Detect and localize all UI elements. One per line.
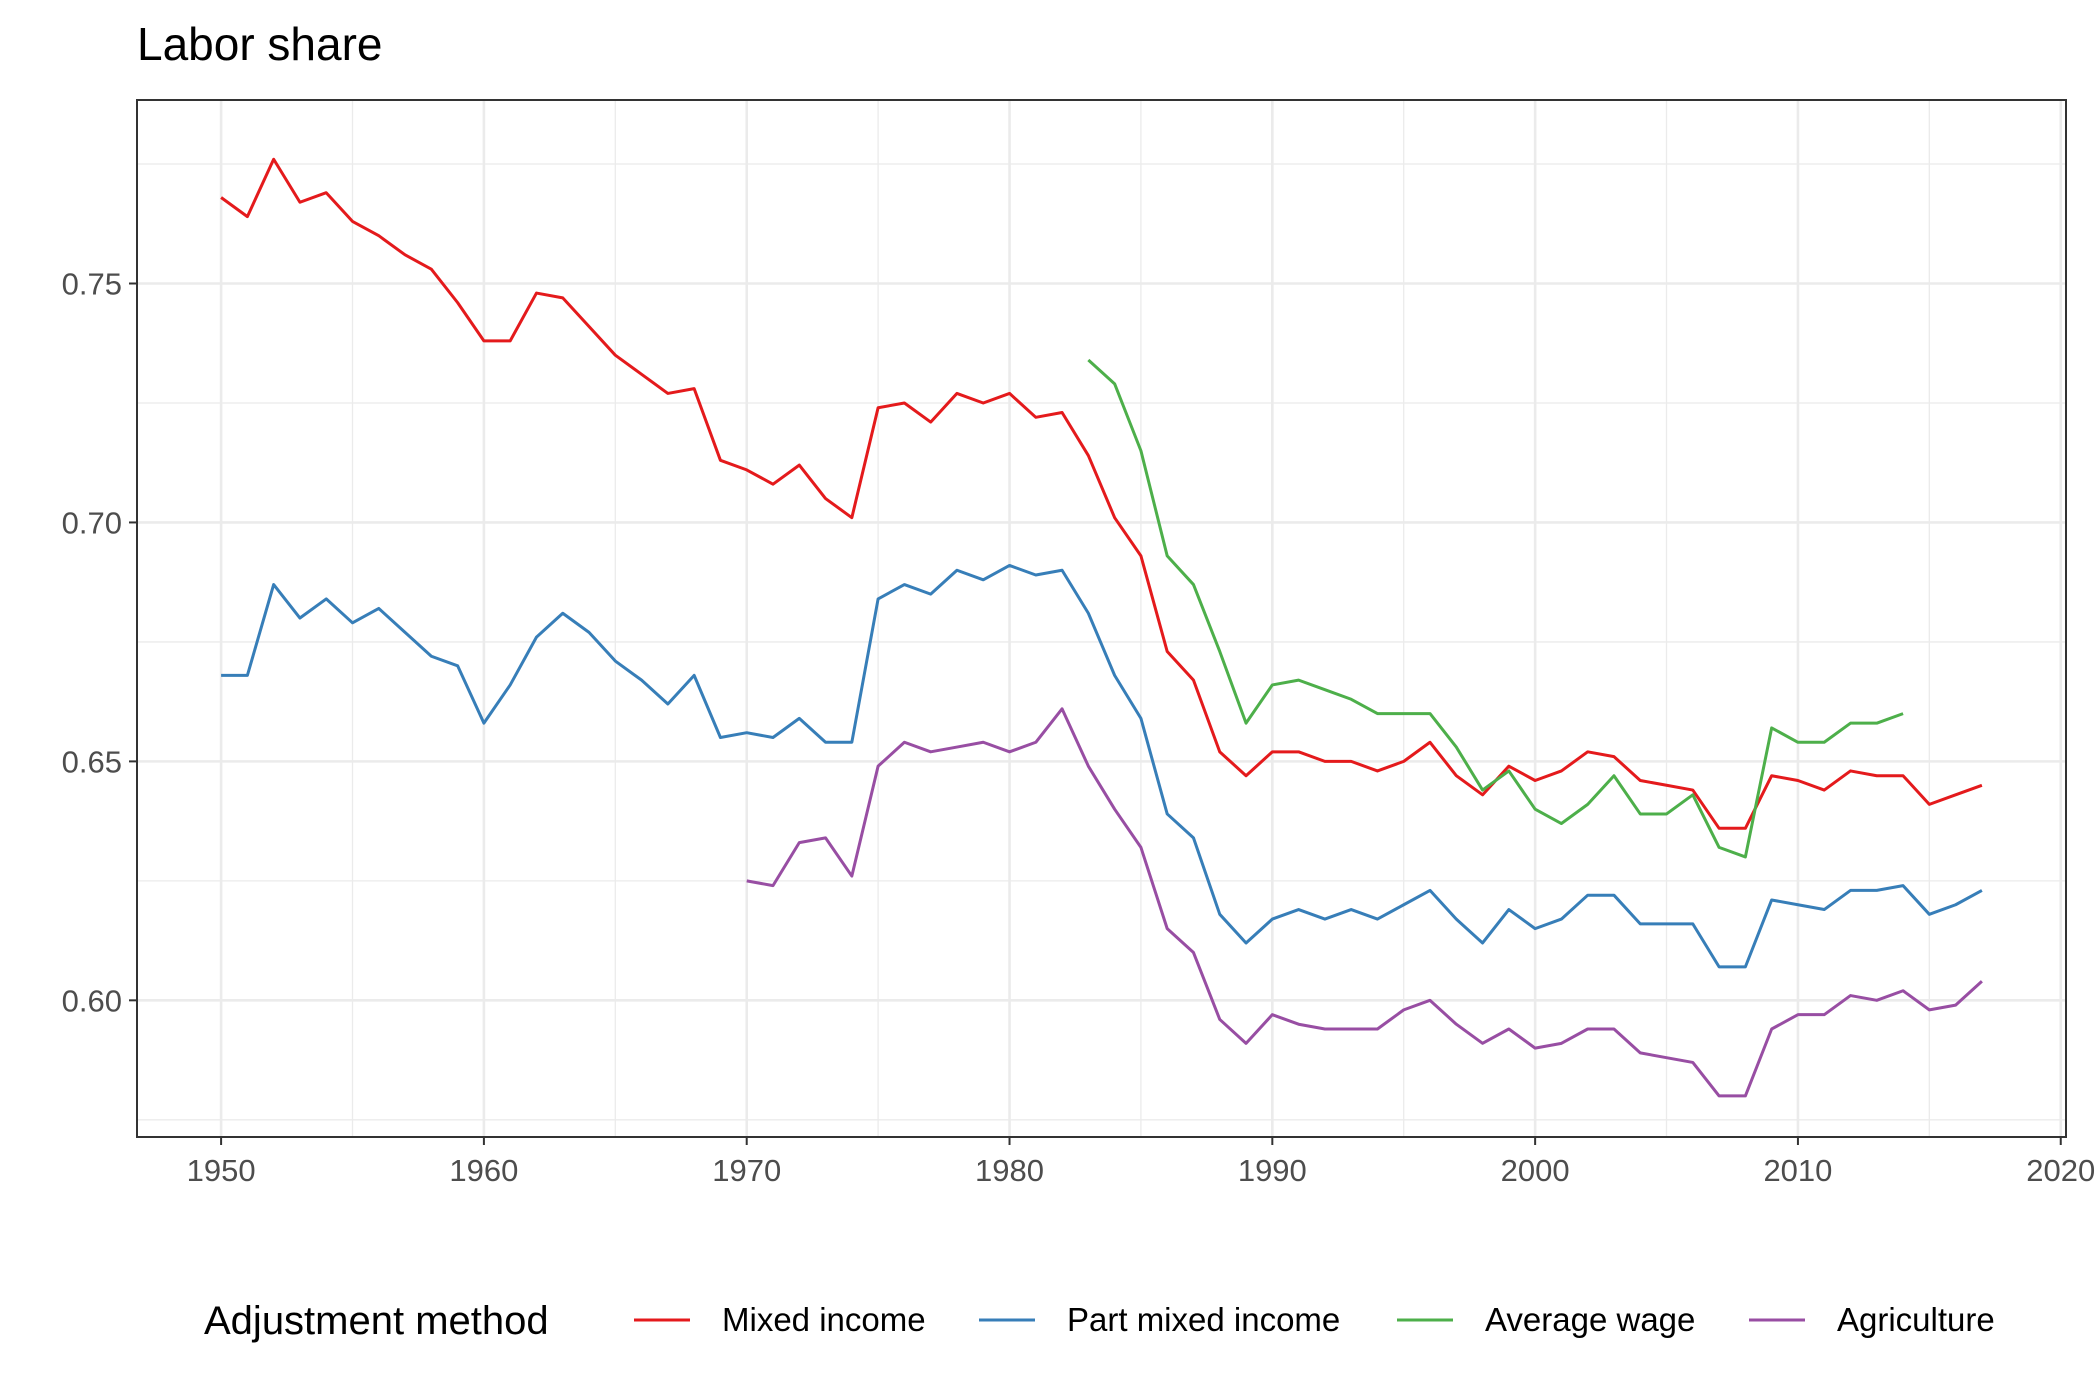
y-tick-label: 0.75 [62, 267, 122, 302]
legend-keys: Mixed income Part mixed income Average wag… [634, 1301, 1995, 1338]
x-tick-label: 1970 [712, 1153, 781, 1188]
series-line-part-mixed-income [221, 563, 1983, 969]
y-tick-label: 0.60 [62, 983, 122, 1018]
x-tick-label: 1960 [449, 1153, 518, 1188]
x-tick-label: 1990 [1238, 1153, 1307, 1188]
x-tick-label: 2020 [2026, 1153, 2095, 1188]
legend: Adjustment method Mixed income Part mixed… [204, 1299, 1995, 1343]
series-line-mixed-income [220, 157, 1983, 830]
legend-item-label: Part mixed income [1067, 1301, 1340, 1338]
plot-background [137, 100, 2066, 1137]
y-tick-label: 0.70 [62, 505, 122, 540]
legend-item-label: Agriculture [1837, 1301, 1995, 1338]
x-tick-label: 1980 [975, 1153, 1044, 1188]
grid-major [137, 100, 2066, 1137]
series-line-average-wage [1087, 358, 1904, 859]
legend-item-label: Average wage [1485, 1301, 1695, 1338]
x-axis: 1950 1960 1970 1980 1990 2000 2010 2020 [187, 1137, 2095, 1188]
chart-title: Labor share [137, 18, 383, 70]
plot-area [136, 99, 2067, 1138]
legend-title: Adjustment method [204, 1299, 549, 1343]
legend-item-label: Mixed income [722, 1301, 926, 1338]
x-tick-label: 2000 [1501, 1153, 1570, 1188]
plot-border [136, 99, 2067, 1138]
series-line-agriculture [746, 707, 1983, 1098]
y-axis: 0.60 0.65 0.70 0.75 [62, 267, 137, 1018]
x-tick-label: 1950 [187, 1153, 256, 1188]
grid-minor [137, 100, 2066, 1137]
x-tick-label: 2010 [1763, 1153, 1832, 1188]
series-lines [220, 157, 1983, 1098]
y-tick-label: 0.65 [62, 744, 122, 779]
